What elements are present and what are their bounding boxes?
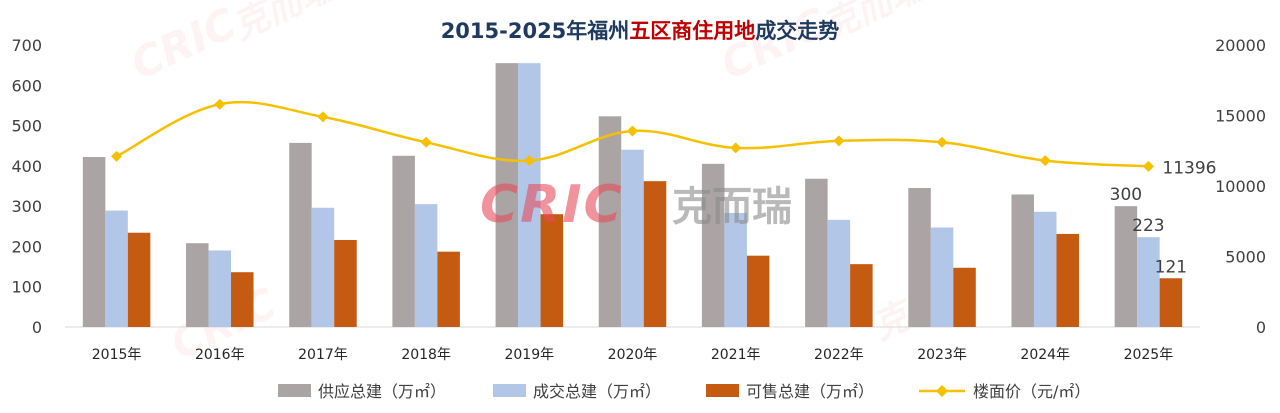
line-series [111, 98, 1154, 172]
y-left-tick-label: 0 [32, 318, 42, 337]
price-point [1039, 155, 1051, 167]
chart-title-part3: 成交走势 [755, 19, 839, 43]
watermark-faint-text: CRIC [714, 0, 834, 89]
bar-supply [289, 142, 312, 327]
bar-supply [598, 116, 622, 327]
x-tick-label: 2022年 [814, 347, 864, 363]
legend-marker [936, 385, 948, 397]
axes: 0 100 200 300 400 500 600 700 0 5000 10000 15000 200… [11, 36, 1266, 363]
watermark-faint-text: 克而瑞 [226, 0, 347, 48]
data-label: 223 [1132, 216, 1164, 236]
bar-deal [1137, 237, 1160, 327]
bar-supply [805, 178, 828, 327]
price-point [523, 155, 535, 167]
price-point [936, 136, 948, 148]
data-labels: 300 223 121 11396 [1110, 158, 1217, 277]
bar-deal [1033, 211, 1057, 327]
price-point [214, 98, 226, 110]
legend-label: 楼面价（元/㎡） [973, 382, 1090, 401]
x-tick-label: 2019年 [504, 347, 554, 363]
price-point [627, 125, 638, 137]
y-left-tick-label: 700 [11, 36, 42, 55]
bars [82, 63, 1183, 327]
x-tick-label: 2017年 [298, 347, 348, 363]
bar-supply [186, 243, 209, 327]
y-left-tick-label: 600 [11, 76, 42, 95]
x-tick-label: 2021年 [711, 347, 761, 363]
legend-label: 可售总建（万㎡） [746, 382, 874, 401]
bar-available [437, 251, 460, 327]
watermark-faint-text: CRIC [124, 0, 244, 89]
bar-supply [495, 63, 519, 327]
legend-label: 供应总建（万㎡） [318, 382, 446, 401]
x-tick-label: 2016年 [195, 347, 245, 363]
legend-swatch [706, 384, 739, 397]
x-tick-label: 2023年 [917, 347, 967, 363]
price-point [420, 136, 432, 148]
data-label: 300 [1110, 185, 1142, 205]
legend-swatch [278, 384, 311, 397]
chart-title: 2015-2025年福州五区商住用地成交走势 [441, 19, 840, 43]
bar-available [127, 232, 151, 327]
data-label: 121 [1155, 257, 1187, 277]
bar-deal [414, 204, 438, 327]
price-point [317, 111, 329, 123]
bar-supply [1011, 194, 1034, 327]
x-tick-label: 2015年 [92, 347, 142, 363]
y-right-tick-label: 10000 [1215, 177, 1266, 196]
watermark-logo-cric: CRIC [480, 175, 624, 235]
bar-available [1159, 278, 1183, 327]
y-right-tick-label: 20000 [1215, 36, 1266, 55]
bar-available [1056, 233, 1079, 327]
y-left-tick-label: 400 [11, 157, 42, 176]
y-left-tick-label: 100 [11, 278, 42, 297]
y-right-tick-label: 0 [1256, 318, 1266, 337]
bar-deal [518, 63, 541, 327]
bar-deal [827, 219, 851, 327]
bar-available [231, 272, 254, 327]
price-point [833, 135, 845, 147]
bar-supply [1114, 206, 1138, 327]
chart-title-part1: 2015-2025年福州 [441, 19, 630, 43]
bar-available [746, 255, 770, 327]
bar-available [643, 181, 667, 327]
y-left-tick-label: 200 [11, 237, 42, 256]
bar-available [850, 264, 873, 327]
bar-supply [908, 188, 931, 327]
y-left-tick-label: 300 [11, 197, 42, 216]
price-point [111, 150, 123, 162]
x-tick-label: 2025年 [1124, 347, 1174, 363]
bar-available [540, 214, 564, 327]
legend-label: 成交总建（万㎡） [533, 382, 661, 401]
y-left-tick-label: 500 [11, 117, 42, 136]
bar-deal [930, 227, 954, 327]
watermark-logo: CRIC 克而瑞 [480, 175, 792, 235]
legend-swatch [493, 384, 526, 397]
y-right-tick-label: 15000 [1215, 107, 1266, 126]
x-tick-label: 2024年 [1020, 347, 1070, 363]
chart-title-part2: 五区商住用地 [629, 19, 755, 43]
x-tick-label: 2020年 [608, 347, 658, 363]
bar-available [953, 267, 976, 327]
bar-deal [621, 149, 644, 327]
bar-deal [724, 212, 747, 327]
data-label: 11396 [1162, 158, 1216, 178]
bar-deal [208, 250, 232, 327]
bar-supply [701, 163, 725, 327]
x-tick-label: 2018年 [401, 347, 451, 363]
bar-supply [392, 155, 415, 327]
bar-available [334, 239, 357, 327]
bar-deal [105, 210, 128, 327]
bar-supply [82, 156, 106, 327]
watermark-logo-cn: 克而瑞 [672, 184, 792, 230]
legend: 供应总建（万㎡） 成交总建（万㎡） 可售总建（万㎡） 楼面价（元/㎡） [278, 382, 1090, 401]
price-point [730, 142, 742, 154]
price-point [1142, 160, 1154, 172]
bar-deal [311, 207, 335, 327]
y-right-tick-label: 5000 [1225, 248, 1266, 267]
